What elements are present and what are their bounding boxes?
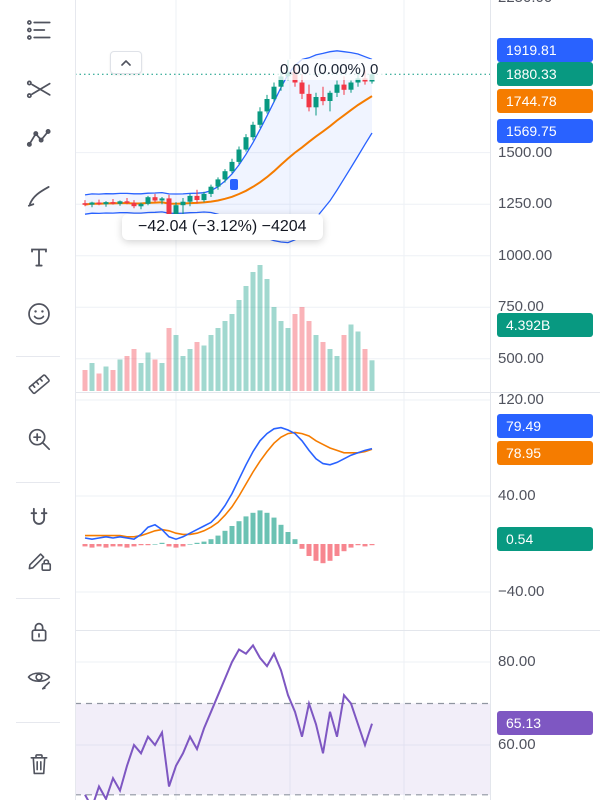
- line-tool-button[interactable]: [22, 13, 56, 47]
- eye-icon: [27, 672, 51, 690]
- remove-drawings-tool-button[interactable]: [22, 747, 56, 781]
- brush-tool-button[interactable]: [22, 178, 56, 212]
- price-badge: 65.13: [497, 711, 593, 735]
- chevron-up-icon: [121, 59, 131, 66]
- axis-tick-label: 1500.00: [498, 143, 553, 161]
- collapse-pane-button[interactable]: [110, 51, 142, 74]
- price-axis[interactable]: 2250.00 1500.00 1250.00 1000.00 750.00 500.00…: [490, 0, 600, 800]
- pattern-tool-icon: [26, 129, 51, 147]
- axis-tick-label: 40.00: [498, 487, 536, 504]
- price-badge: 0.54: [497, 527, 593, 551]
- price-badge: 1744.78: [497, 89, 593, 113]
- axis-tick-label: −40.00: [498, 583, 545, 600]
- axis-tick-label: 1000.00: [498, 246, 553, 264]
- axis-tick-label: 1250.00: [498, 195, 553, 213]
- magnet-tool-button[interactable]: [22, 502, 56, 536]
- measure-tool-icon: [28, 374, 50, 395]
- emoji-tool-icon: [28, 303, 50, 325]
- zoom-in-tool-button[interactable]: [22, 422, 56, 456]
- axis-tick-label: 120.00: [498, 391, 544, 408]
- trend-tool-icon: [26, 80, 51, 99]
- brush-tool-icon: [27, 186, 50, 207]
- hide-drawings-tool-button[interactable]: [22, 661, 56, 695]
- measure-tool-button[interactable]: [22, 367, 56, 401]
- change-readout: 0.00 (0.00%) 0: [274, 59, 385, 80]
- text-tool-icon: [31, 248, 47, 267]
- price-badge: 1919.81: [497, 38, 593, 62]
- lock-all-tool-button[interactable]: [22, 615, 56, 649]
- change-tooltip: −42.04 (−3.12%) −4204: [122, 214, 323, 240]
- axis-tick-label: 2250.00: [498, 0, 552, 6]
- price-marker[interactable]: [230, 179, 238, 190]
- price-badge: 78.95: [497, 441, 593, 465]
- pencil-lock-icon: [28, 553, 52, 571]
- emoji-tool-button[interactable]: [22, 297, 56, 331]
- price-badge: 1880.33: [497, 62, 593, 86]
- line-tool-icon: [26, 20, 51, 40]
- axis-tick-label: 60.00: [498, 736, 536, 753]
- price-badge: 4.392B: [497, 313, 593, 337]
- axis-tick-label: 750.00: [498, 298, 544, 316]
- toolbar-divider: [16, 482, 60, 483]
- trend-tool-button[interactable]: [22, 72, 56, 106]
- drawing-toolbar: [0, 0, 76, 800]
- lock-icon: [31, 622, 47, 642]
- zoom-in-icon: [28, 428, 51, 451]
- price-badge: 79.49: [497, 414, 593, 438]
- text-tool-button[interactable]: [22, 240, 56, 274]
- axis-tick-label: 500.00: [498, 349, 544, 367]
- magnet-icon: [30, 507, 48, 525]
- toolbar-divider: [16, 598, 60, 599]
- price-badge: 1569.75: [497, 119, 593, 143]
- toolbar-divider: [16, 722, 60, 723]
- trash-icon: [30, 754, 48, 775]
- toolbar-divider: [16, 356, 60, 357]
- pattern-tool-button[interactable]: [22, 122, 56, 156]
- drawing-lock-tool-button[interactable]: [22, 543, 56, 577]
- axis-tick-label: 80.00: [498, 653, 536, 670]
